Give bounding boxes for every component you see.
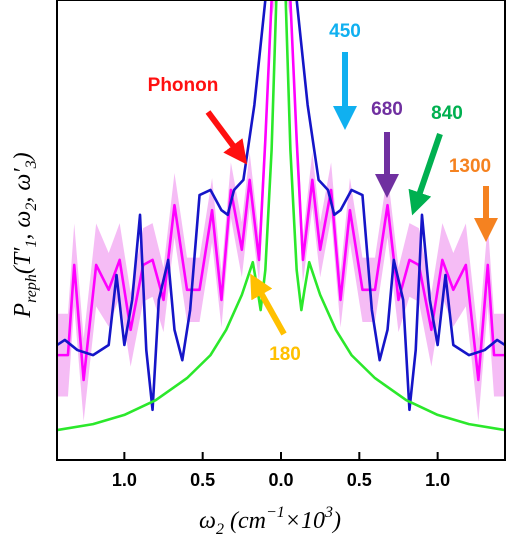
label-part: ω	[199, 508, 216, 534]
series-line	[57, 0, 505, 382]
annotation-arrow	[205, 110, 248, 165]
annotation-arrow	[408, 133, 443, 216]
label-part: )	[10, 152, 36, 162]
plot-area	[57, 0, 505, 432]
x-tick-label: 0.5	[347, 470, 372, 490]
series-line	[57, 0, 505, 432]
label-part: (T′	[10, 247, 36, 274]
label-part: ×10	[285, 508, 325, 534]
label-part: , ω′	[10, 168, 36, 203]
label-part: 2	[23, 203, 40, 211]
annotation: 1300	[449, 156, 491, 177]
label-part: 3	[324, 504, 333, 521]
x-tick-label: 1.0	[112, 470, 137, 490]
label-part: P	[10, 303, 36, 319]
label-part: 1	[23, 240, 40, 248]
label-part: reph	[23, 274, 40, 303]
annotation: 450	[329, 21, 361, 42]
y-axis-label: Preph(T′1, ω2, ω′3)	[10, 152, 41, 318]
x-tick-label: 0.0	[268, 470, 293, 490]
x-tick-label: 0.5	[190, 470, 215, 490]
label-part: −1	[266, 504, 285, 521]
annotation: Phonon	[148, 75, 219, 96]
label-part: cm	[238, 508, 266, 534]
label-part: (	[224, 508, 240, 534]
label-part: 2	[216, 521, 224, 538]
annotation: 840	[431, 103, 463, 124]
label-part: )	[331, 508, 341, 534]
x-tick-label: 1.0	[425, 470, 450, 490]
label-part: 3	[23, 160, 40, 169]
annotation-arrow	[250, 273, 287, 336]
annotation: 180	[269, 344, 301, 365]
annotation: 680	[371, 99, 403, 120]
plot-frame	[56, 0, 506, 461]
label-part: , ω	[10, 211, 36, 240]
x-axis-label: ω2 (cm−1×103)	[199, 504, 341, 538]
